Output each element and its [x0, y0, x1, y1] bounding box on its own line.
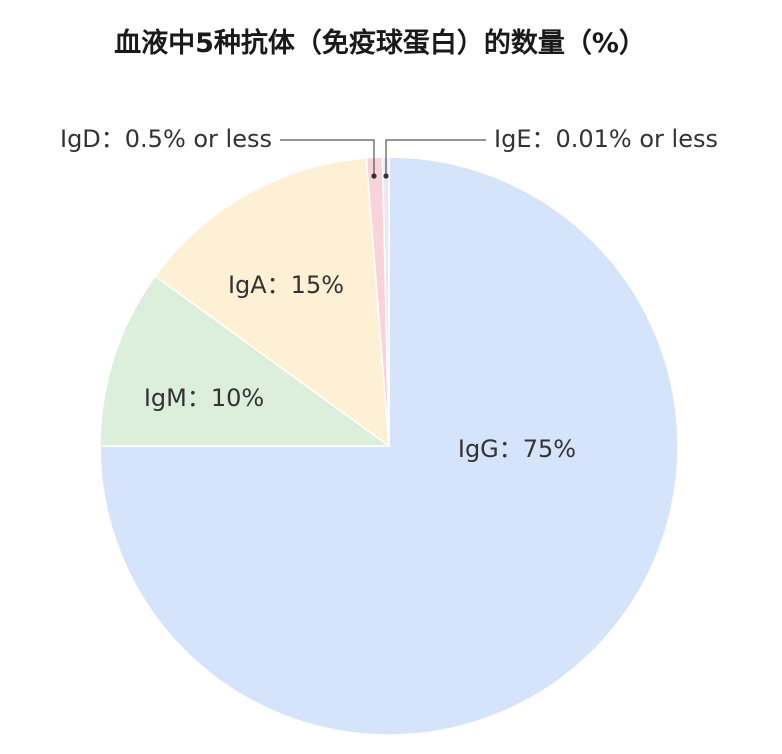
label-ige: IgE：0.01% or less: [494, 125, 718, 153]
leader-dot-ige: [383, 173, 389, 179]
label-igm: IgM：10%: [144, 384, 264, 412]
leader-dot-igd: [371, 173, 377, 179]
label-iga: IgA：15%: [228, 271, 344, 299]
label-igg: IgG：75%: [458, 435, 576, 463]
pie-slices: [99, 156, 679, 736]
leader-line-igd: [280, 139, 375, 176]
slice-igm: [99, 275, 392, 447]
label-igd: IgD：0.5% or less: [60, 125, 272, 153]
slice-igg: [99, 156, 679, 736]
leader-line-ige: [385, 139, 486, 176]
slice-iga: [154, 157, 390, 448]
chart-title: 血液中5种抗体（免疫球蛋白）的数量（%）: [114, 27, 646, 59]
slice-labels: IgG：75% IgM：10% IgA：15% IgD：0.5% or less IgE…: [60, 125, 718, 463]
